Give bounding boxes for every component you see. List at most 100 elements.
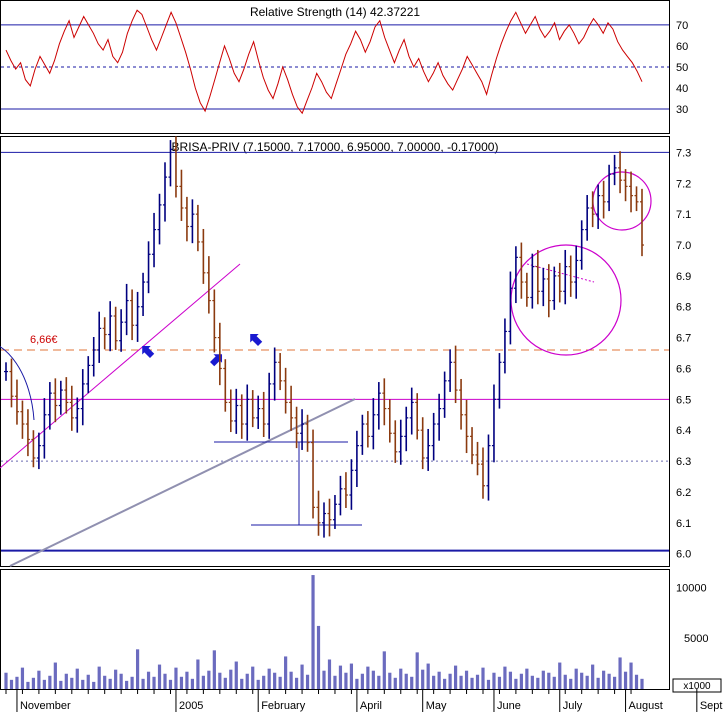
ohlc-bar — [173, 136, 178, 198]
ohlc-bar — [546, 264, 551, 318]
volume-bar — [278, 676, 282, 689]
ohlc-bar — [245, 384, 250, 441]
volume-bar — [305, 674, 310, 689]
volume-bar — [602, 670, 606, 689]
ohlc-bar — [278, 353, 283, 391]
ohlc-bar — [574, 245, 579, 299]
pennant-line — [526, 263, 595, 283]
ohlc-bar — [75, 397, 80, 433]
rsi-line — [5, 9, 643, 115]
price-tick-label: 7.2 — [676, 178, 691, 190]
ohlc-bar — [102, 317, 107, 350]
ohlc-bar — [640, 188, 644, 257]
month-label: February — [261, 700, 306, 712]
volume-bar — [311, 575, 315, 689]
volume-bar — [245, 673, 249, 689]
ohlc-bar — [58, 380, 63, 415]
volume-bar — [267, 668, 271, 689]
ohlc-bar — [612, 154, 617, 186]
volume-tick-label: 5000 — [684, 633, 708, 645]
volume-bar — [59, 680, 63, 689]
volume-bar — [135, 649, 140, 689]
ohlc-bar — [212, 289, 217, 353]
volume-bar — [338, 665, 343, 689]
volume-bar — [190, 678, 195, 689]
ohlc-bar — [502, 318, 507, 374]
volume-bar — [86, 674, 90, 689]
volume-bar — [360, 673, 364, 689]
volume-bar — [141, 678, 145, 689]
volume-bar — [585, 675, 589, 689]
volume-bar — [240, 678, 244, 689]
ohlc-bar — [152, 212, 157, 268]
volume-bar — [448, 673, 452, 689]
volume-bar — [207, 670, 211, 689]
volume-bar — [108, 678, 112, 689]
ohlc-bar — [475, 441, 480, 476]
volume-bar — [492, 672, 496, 689]
volume-bar — [168, 679, 173, 689]
ohlc-bar — [579, 220, 584, 270]
ohlc-bar — [223, 359, 228, 412]
volume-bar — [503, 666, 507, 689]
volume-bar — [355, 678, 359, 689]
volume-bar — [508, 671, 513, 689]
volume-bar — [569, 678, 573, 689]
ohlc-bar — [25, 409, 30, 457]
volume-bar — [437, 671, 441, 689]
ohlc-bar — [497, 353, 502, 409]
ohlc-bar — [311, 429, 316, 519]
volume-bar — [223, 677, 227, 689]
ohlc-bar — [557, 262, 562, 303]
volume-bar — [201, 675, 205, 689]
ohlc-bar — [327, 498, 332, 537]
volume-bar — [64, 673, 68, 689]
volume-bar — [20, 667, 25, 689]
volume-bar — [399, 668, 403, 689]
volume-bar — [486, 679, 491, 689]
volume-bar — [475, 674, 480, 689]
volume-bar — [344, 672, 348, 689]
month-label: July — [563, 700, 583, 712]
rsi-levels — [1, 24, 669, 110]
volume-bar — [470, 677, 474, 689]
ohlc-bar — [217, 322, 222, 386]
ohlc-bar — [453, 345, 458, 404]
price-tick-label: 7.0 — [676, 240, 691, 252]
ohlc-bar — [195, 204, 200, 252]
ohlc-bar — [47, 382, 52, 430]
pattern-arc-left — [0, 346, 35, 421]
ohlc-bar — [31, 430, 36, 468]
ohlc-bar — [404, 406, 409, 452]
volume-bar — [26, 681, 30, 689]
price-tick-label: 6.1 — [676, 518, 691, 530]
volume-bar — [377, 675, 381, 689]
ohlc-bar — [261, 391, 266, 437]
volume-bar — [97, 666, 101, 689]
ohlc-bar — [585, 195, 590, 241]
ohlc-bar — [437, 393, 442, 441]
ohlc-bar — [354, 430, 359, 487]
price-annotations — [0, 171, 652, 567]
volume-bar — [366, 666, 370, 689]
price-tick-label: 6.6 — [676, 363, 691, 375]
ohlc-bar — [360, 414, 365, 455]
volume-bar — [179, 676, 184, 689]
volume-bars — [4, 575, 644, 689]
ohlc-bar — [431, 412, 436, 461]
volume-bar — [525, 668, 529, 689]
ohlc-bar — [398, 419, 403, 465]
volume-bar — [514, 678, 518, 689]
price-tick-label: 6.5 — [676, 394, 691, 406]
volume-bar — [75, 668, 79, 689]
volume-bar — [519, 673, 523, 689]
ohlc-bar — [634, 186, 639, 212]
ohlc-bar — [119, 309, 124, 352]
volume-bar — [212, 650, 216, 689]
rsi-tick-label: 40 — [676, 83, 688, 95]
volume-bar — [629, 662, 633, 689]
volume-bar — [640, 678, 644, 689]
volume-panel-frame — [0, 569, 670, 690]
ohlc-bar — [113, 306, 118, 350]
